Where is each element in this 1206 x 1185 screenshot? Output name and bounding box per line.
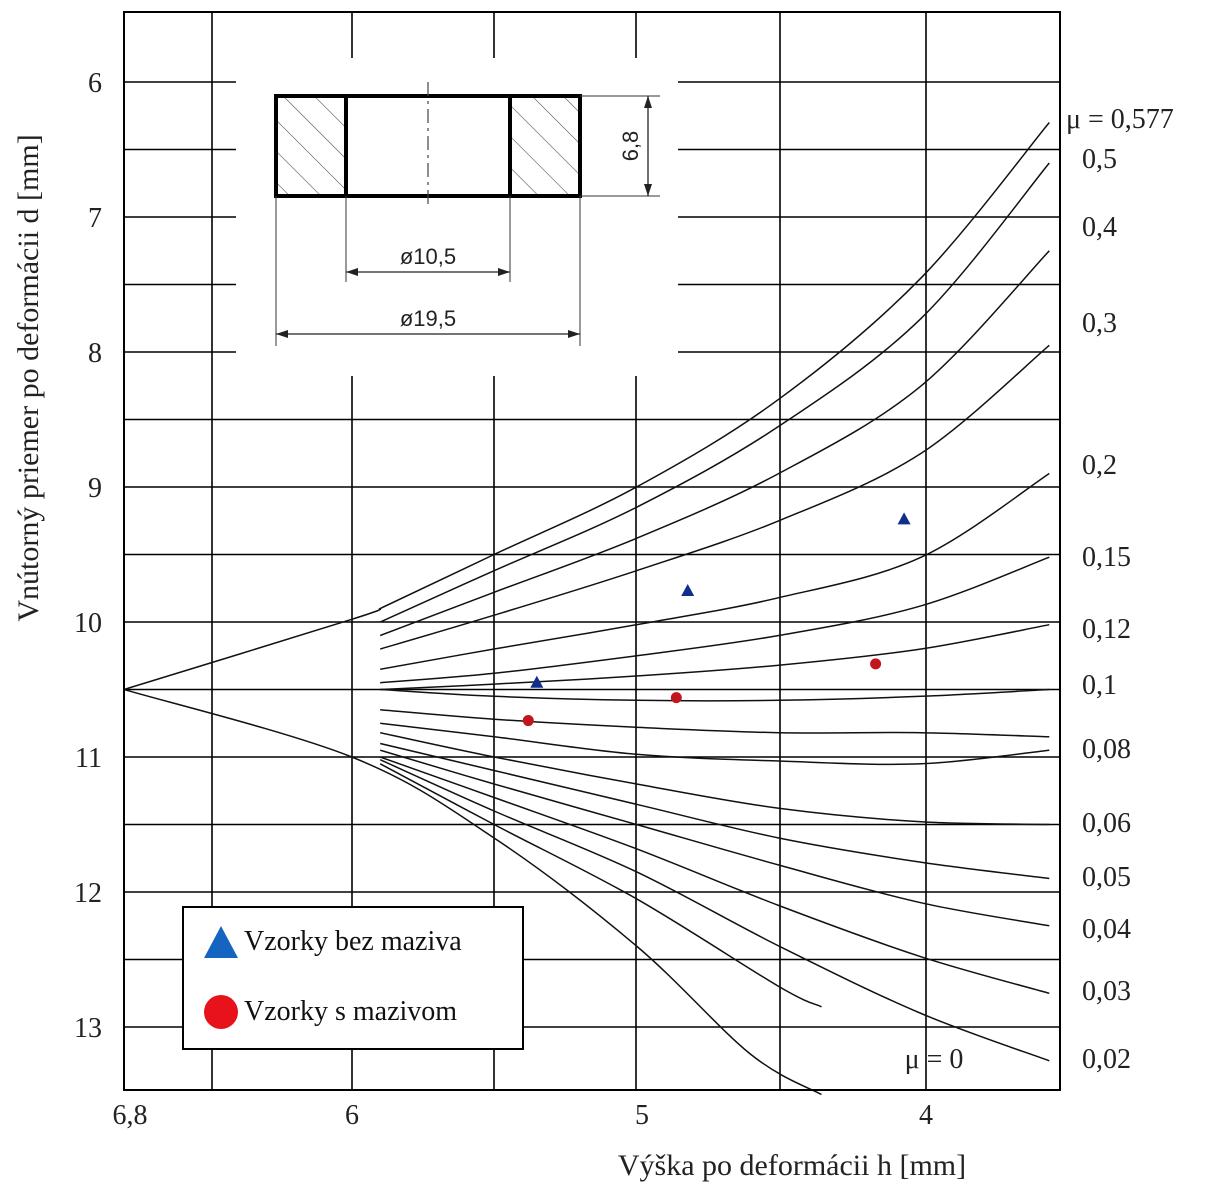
- legend-item-with-lubricant: Vzorky s mazivom: [202, 992, 457, 1032]
- curve-labels: μ = 0,577 0,5 0,4 0,3 0,2 0,15 0,12 0,1 0,08 0,06…: [905, 104, 1174, 1075]
- y-tick-label-6: 12: [74, 878, 102, 909]
- calibration-curves: [123, 122, 1050, 1096]
- calibration-curve-3: [379, 344, 1050, 650]
- calibration-curve-6: [380, 623, 1050, 691]
- dim-label-inner: ø10,5: [400, 244, 456, 269]
- calibration-curve-13: [379, 756, 1050, 995]
- x-tick-label-2: 5: [635, 1100, 649, 1131]
- calibration-curve-1: [379, 162, 1050, 623]
- triangle-point-0: [530, 675, 544, 688]
- calibration-curve-9: [380, 722, 1050, 766]
- triangle-marker-icon: [204, 926, 238, 958]
- legend-label-no-lubricant: Vzorky bez maziva: [244, 926, 462, 957]
- legend-item-no-lubricant: Vzorky bez maziva: [202, 922, 462, 962]
- triangle-point-2: [897, 512, 911, 525]
- calibration-curve-12: [379, 749, 1050, 927]
- dim-line-outer-head: [276, 330, 288, 338]
- dim-line-outer-head: [568, 330, 580, 338]
- curve-label-1: 0,5: [1082, 144, 1117, 175]
- calibration-curve-0: [379, 122, 1050, 610]
- calibration-curve-2: [379, 250, 1050, 637]
- y-tick-labels: 6 7 8 9 10 11 12 13: [74, 68, 102, 1044]
- plot-border: [123, 11, 1061, 1091]
- curve-label-3: 0,3: [1082, 308, 1117, 339]
- calibration-curve-17: [123, 607, 382, 691]
- curve-label-7: 0,1: [1082, 670, 1117, 701]
- data-points: [522, 512, 911, 727]
- y-tick-label-5: 11: [75, 743, 102, 774]
- dim-line-height-head: [644, 184, 652, 196]
- circle-point-0: [522, 715, 534, 727]
- ring-specimen-drawing: ø10,5 ø19,5 6,8: [236, 58, 678, 376]
- legend-label-with-lubricant: Vzorky s mazivom: [244, 996, 458, 1027]
- curve-label-8: 0,08: [1082, 734, 1131, 765]
- x-tick-label-3: 4: [919, 1100, 933, 1131]
- dim-label-outer: ø19,5: [400, 306, 456, 331]
- curve-label-4: 0,2: [1082, 450, 1117, 481]
- legend: Vzorky bez maziva Vzorky s mazivom: [182, 906, 524, 1050]
- calibration-curve-7: [380, 688, 1050, 702]
- x-axis-title: Výška po deformácii h [mm]: [618, 1149, 966, 1182]
- y-tick-label-3: 9: [88, 473, 102, 504]
- calibration-curve-11: [380, 742, 1050, 880]
- curve-label-12: 0,03: [1082, 976, 1131, 1007]
- calibration-curve-10: [380, 731, 1050, 826]
- calibration-curve-4: [380, 472, 1050, 671]
- calibration-curve-8: [380, 709, 1050, 738]
- curve-label-6: 0,12: [1082, 614, 1131, 645]
- y-tick-label-1: 7: [88, 203, 102, 234]
- circle-marker-icon: [204, 995, 238, 1029]
- hatch-right: [510, 96, 580, 196]
- dim-line-height-head: [644, 96, 652, 108]
- plot-frame: [123, 11, 1061, 1091]
- y-tick-label-4: 10: [74, 608, 102, 639]
- curve-label-2: 0,4: [1082, 212, 1117, 243]
- curve-label-13: 0,02: [1082, 1044, 1131, 1075]
- dim-line-inner-head: [346, 268, 358, 276]
- calibration-curve-16: [123, 688, 822, 1096]
- curve-label-11: 0,04: [1082, 914, 1131, 945]
- curve-label-mu-0: μ = 0: [905, 1044, 964, 1075]
- circle-point-2: [870, 658, 882, 670]
- curve-label-10: 0,05: [1082, 862, 1131, 893]
- x-tick-label-0: 6,8: [113, 1100, 148, 1131]
- x-tick-label-1: 6: [345, 1100, 359, 1131]
- calibration-curve-15: [379, 763, 822, 1008]
- triangle-point-1: [681, 583, 695, 596]
- dim-line-inner-head: [498, 268, 510, 276]
- y-tick-label-2: 8: [88, 338, 102, 369]
- dim-label-height: 6,8: [618, 131, 643, 162]
- curve-label-9: 0,06: [1082, 808, 1131, 839]
- x-tick-labels: 6,8 6 5 4: [113, 1100, 934, 1131]
- y-axis-title: Vnútorný priemer po deformácii d [mm]: [12, 134, 45, 621]
- curve-label-5: 0,15: [1082, 542, 1131, 573]
- circle-point-1: [670, 692, 682, 704]
- curve-label-0: μ = 0,577: [1066, 104, 1174, 135]
- y-tick-label-0: 6: [88, 68, 102, 99]
- calibration-curve-14: [379, 759, 1050, 1062]
- calibration-curve-5: [380, 556, 1050, 684]
- y-tick-label-7: 13: [74, 1013, 102, 1044]
- hatch-left: [276, 96, 346, 196]
